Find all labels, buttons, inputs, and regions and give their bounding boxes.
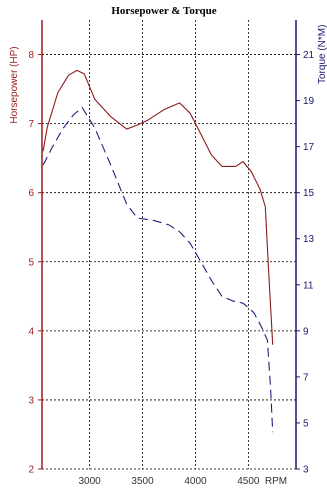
left-tick-label: 4 xyxy=(28,326,34,337)
torque-series-line xyxy=(42,106,274,433)
right-axis-ticks: 3 5 7 9 11 13 15 17 19 21 xyxy=(296,50,315,476)
left-axis-ticks: 2 3 4 5 6 7 8 xyxy=(28,50,42,476)
x-tick-label: 3000 xyxy=(79,476,102,487)
vertical-grid xyxy=(89,20,249,469)
left-tick-label: 5 xyxy=(28,257,34,268)
right-tick-label: 5 xyxy=(303,418,309,429)
right-tick-label: 9 xyxy=(303,326,309,337)
x-tick-label: 4000 xyxy=(184,476,207,487)
left-axis-title: Horsepower (HP) xyxy=(9,46,20,123)
right-tick-label: 13 xyxy=(303,234,315,245)
chart-title: Horsepower & Torque xyxy=(111,5,216,17)
right-tick-label: 15 xyxy=(303,188,315,199)
plot-area xyxy=(42,20,296,469)
left-tick-label: 6 xyxy=(28,188,34,199)
horsepower-series-line xyxy=(42,69,274,345)
x-axis-ticks: 3000 3500 4000 4500 xyxy=(79,476,260,487)
left-tick-label: 7 xyxy=(28,119,34,130)
x-axis-title: RPM xyxy=(265,476,287,487)
x-tick-label: 3500 xyxy=(131,476,154,487)
right-tick-label: 7 xyxy=(303,372,309,383)
right-tick-label: 11 xyxy=(303,280,314,291)
right-axis-title: Torque (N*M) xyxy=(317,25,327,84)
left-tick-label: 2 xyxy=(28,465,34,476)
right-tick-label: 21 xyxy=(303,50,315,61)
right-tick-label: 3 xyxy=(303,465,309,476)
left-tick-label: 3 xyxy=(28,395,34,406)
series-layer xyxy=(42,69,274,433)
left-tick-label: 8 xyxy=(28,50,34,61)
right-tick-label: 17 xyxy=(303,142,315,153)
x-tick-label: 4500 xyxy=(237,476,260,487)
right-tick-label: 19 xyxy=(303,96,315,107)
